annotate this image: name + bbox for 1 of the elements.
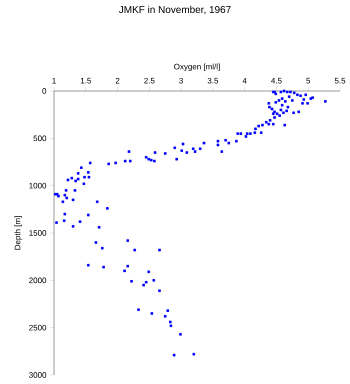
- chart-title: JMKF in November, 1967: [118, 6, 231, 14]
